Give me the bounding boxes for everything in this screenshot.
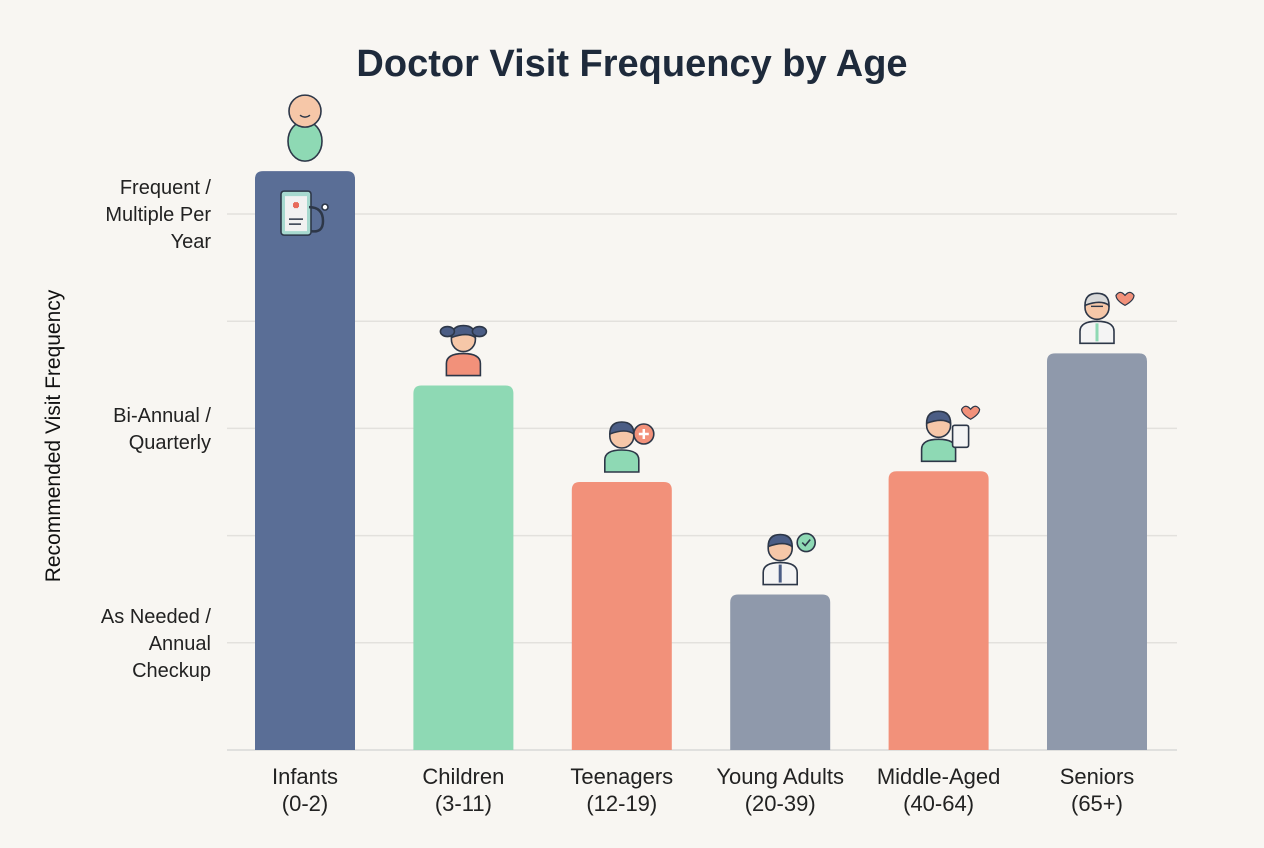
y-tick-label: Multiple Per [105,204,211,226]
woman-heart-clipboard-icon [920,405,981,463]
bar [255,171,355,750]
y-tick-label: Quarterly [129,432,211,454]
x-tick-label: (40-64) [903,791,974,816]
x-tick-label: Children [422,764,504,789]
x-tick-label: Middle-Aged [877,764,1001,789]
bar [413,385,514,750]
bar [1047,353,1147,750]
bar [730,594,831,750]
x-tick-label: (20-39) [745,791,816,816]
x-tick-label: Infants [272,764,338,789]
chart-title: Doctor Visit Frequency by Age [356,43,907,85]
y-tick-label: Checkup [132,660,211,682]
clipboard-stethoscope-icon [280,190,329,236]
x-tick-label: (3-11) [435,791,492,816]
y-tick-label: Frequent / [120,177,212,199]
teen-doctor-icon [603,421,655,473]
x-tick-label: (65+) [1071,791,1123,816]
x-tick-label: Young Adults [716,764,844,789]
y-tick-label: Year [171,231,212,253]
girl-icon [439,324,488,377]
young-adult-doctor-icon [762,532,817,586]
senior-doctor-icon [1079,291,1135,345]
y-tick-label: Bi-Annual / [113,405,211,427]
x-tick-label: (12-19) [586,791,657,816]
y-tick-label: As Needed / [101,606,212,628]
x-tick-label: Seniors [1060,764,1135,789]
x-tick-label: (0-2) [282,791,328,816]
baby-icon [287,94,323,162]
y-tick-label: Annual [149,633,211,655]
x-tick-label: Teenagers [570,764,673,789]
bar [571,482,672,750]
y-axis-label: Recommended Visit Frequency [42,289,65,582]
bar [888,471,989,750]
